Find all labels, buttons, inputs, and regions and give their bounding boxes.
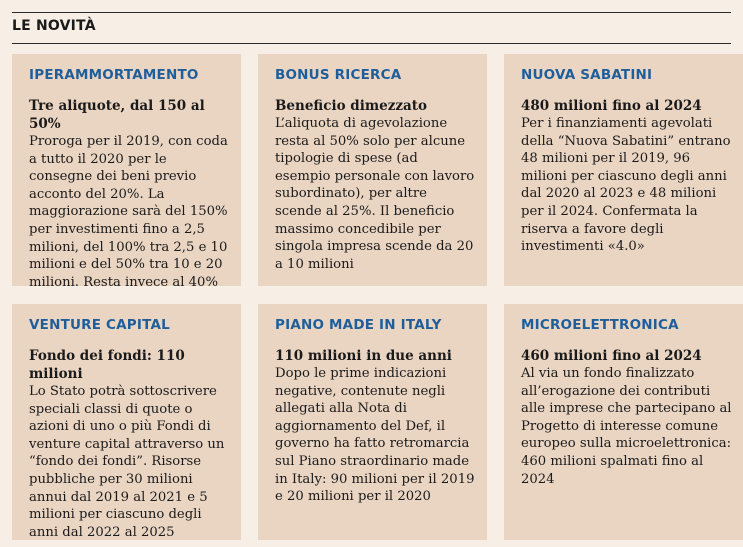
card-body: Lo Stato potrà sottoscrivere speciali cl… — [29, 384, 225, 540]
card-title: NUOVA SABATINI — [521, 67, 653, 83]
card-title: IPERAMMORTAMENTO — [29, 67, 199, 83]
card-piano-made-in-italy: PIANO MADE IN ITALY 110 milioni in due a… — [258, 304, 487, 540]
card-subtitle: 460 milioni fino al 2024 — [521, 348, 702, 364]
card-title: MICROELETTRONICA — [521, 317, 679, 333]
header-rule — [12, 43, 731, 44]
card-title: VENTURE CAPITAL — [29, 317, 170, 333]
card-nuova-sabatini: NUOVA SABATINI 480 milioni fino al 2024 … — [504, 54, 743, 286]
card-body: L’aliquota di agevolazione resta al 50% … — [275, 116, 475, 272]
card-subtitle: Tre aliquote, dal 150 al 50% — [29, 98, 205, 132]
card-body: Proroga per il 2019, con coda a tutto il… — [29, 134, 228, 286]
card-body: Al via un fondo finalizzato all’erogazio… — [521, 366, 732, 487]
card-subtitle: Fondo dei fondi: 110 milioni — [29, 348, 185, 382]
card-bonus-ricerca: BONUS RICERCA Beneficio dimezzato L’aliq… — [258, 54, 487, 286]
card-body: Dopo le prime indicazioni negative, cont… — [275, 366, 475, 505]
card-body: Per i finanziamenti agevolati della “Nuo… — [521, 116, 731, 255]
card-subtitle: 110 milioni in due anni — [275, 348, 452, 364]
card-microelettronica: MICROELETTRONICA 460 milioni fino al 202… — [504, 304, 743, 540]
section-header: LE NOVITÀ — [12, 18, 96, 34]
card-venture-capital: VENTURE CAPITAL Fondo dei fondi: 110 mil… — [12, 304, 241, 540]
card-subtitle: 480 milioni fino al 2024 — [521, 98, 702, 114]
top-rule — [12, 12, 731, 13]
card-iperammortamento: IPERAMMORTAMENTO Tre aliquote, dal 150 a… — [12, 54, 241, 286]
card-title: BONUS RICERCA — [275, 67, 402, 83]
news-grid: IPERAMMORTAMENTO Tre aliquote, dal 150 a… — [12, 54, 743, 540]
card-subtitle: Beneficio dimezzato — [275, 98, 428, 114]
card-title: PIANO MADE IN ITALY — [275, 317, 442, 333]
